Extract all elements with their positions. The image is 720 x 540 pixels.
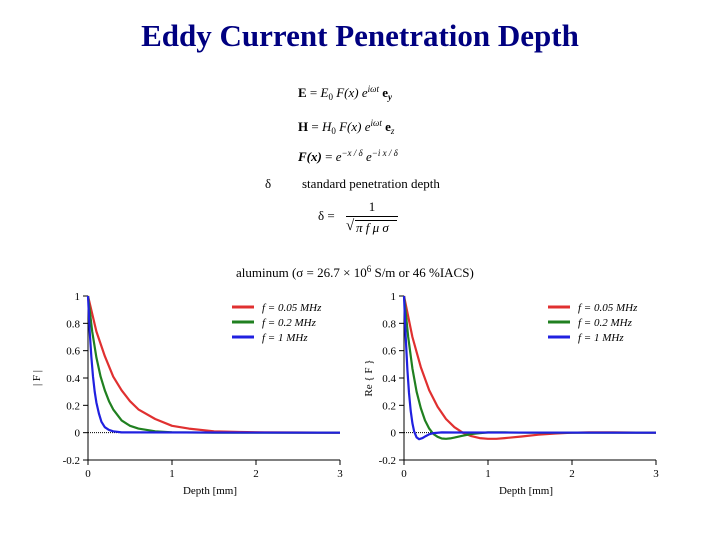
chart-1-series-line-3 <box>86 295 341 434</box>
chart-1-y-axis-label: | F | <box>31 370 43 386</box>
chart-2-x-tick-label: 0 <box>401 468 407 480</box>
sqrt-symbol: √ <box>346 218 355 234</box>
chart-2-y-tick-label: -0.2 <box>379 455 396 467</box>
chart-1-x-tick-label: 0 <box>85 468 91 480</box>
equation-f-function: F(x) = e−x / δ e−i x / δ <box>298 148 398 164</box>
chart-1-y-tick-label: 0.2 <box>66 400 80 412</box>
chart-2-legend-label-1: f = 0.05 MHz <box>578 302 638 314</box>
chart-2-y-tick-label: 0.8 <box>382 318 396 330</box>
chart-1-legend-label-1: f = 0.05 MHz <box>262 302 322 314</box>
chart-2-x-tick-label: 2 <box>569 468 575 480</box>
equation-e-field: E = E0 F(x) eiωt ey <box>298 84 393 102</box>
chart-1-x-tick-label: 2 <box>253 468 259 480</box>
delta-formula-lhs: δ = <box>318 208 335 223</box>
chart-2-y-tick-label: 0 <box>391 428 397 440</box>
chart-2-legend-label-2: f = 0.2 MHz <box>578 317 633 329</box>
chart-1-y-tick-label: 0.6 <box>66 346 80 358</box>
chart-1-y-tick-label: 0 <box>75 428 81 440</box>
h-symbol: H <box>298 119 309 134</box>
chart-2-y-tick-label: 0.4 <box>382 373 396 385</box>
e-symbol: E <box>298 85 307 100</box>
chart-2-y-tick-label: 1 <box>391 291 397 303</box>
chart-2-x-tick-label: 3 <box>653 468 659 480</box>
chart-2-legend-label-3: f = 1 MHz <box>578 332 624 344</box>
chart-2-y-axis-label: Re { F } <box>363 359 375 396</box>
chart-1-legend-label-2: f = 0.2 MHz <box>262 317 317 329</box>
chart-1-legend-label-3: f = 1 MHz <box>262 332 308 344</box>
delta-label: standard penetration depth <box>302 176 440 191</box>
delta-symbol: δ <box>265 176 272 191</box>
chart-1-y-tick-label: -0.2 <box>63 455 80 467</box>
chart-2-x-axis-label: Depth [mm] <box>499 485 553 497</box>
material-note: aluminum (σ = 26.7 × 106 S/m or 46 %IACS… <box>236 264 474 280</box>
delta-formula-numerator: 1 <box>368 199 376 214</box>
chart-2-x-tick-label: 1 <box>485 468 491 480</box>
chart-2-y-tick-label: 0.6 <box>382 346 396 358</box>
chart-1-x-tick-label: 1 <box>169 468 175 480</box>
chart-1-x-axis-label: Depth [mm] <box>183 485 237 497</box>
page-title: Eddy Current Penetration Depth <box>141 18 579 53</box>
sqrt-bar <box>355 220 397 221</box>
chart-2-y-tick-label: 0.2 <box>382 400 396 412</box>
chart-1-y-tick-label: 1 <box>75 291 81 303</box>
chart-1-y-tick-label: 0.8 <box>66 318 80 330</box>
fraction-bar <box>346 216 398 217</box>
chart-1-y-tick-label: 0.4 <box>66 373 80 385</box>
chart-1-x-tick-label: 3 <box>337 468 343 480</box>
chart-2-series-line-3 <box>402 295 657 441</box>
equation-h-field: H = H0 F(x) eiωt ez <box>298 118 395 136</box>
delta-formula-denominator: π f μ σ <box>356 220 389 235</box>
